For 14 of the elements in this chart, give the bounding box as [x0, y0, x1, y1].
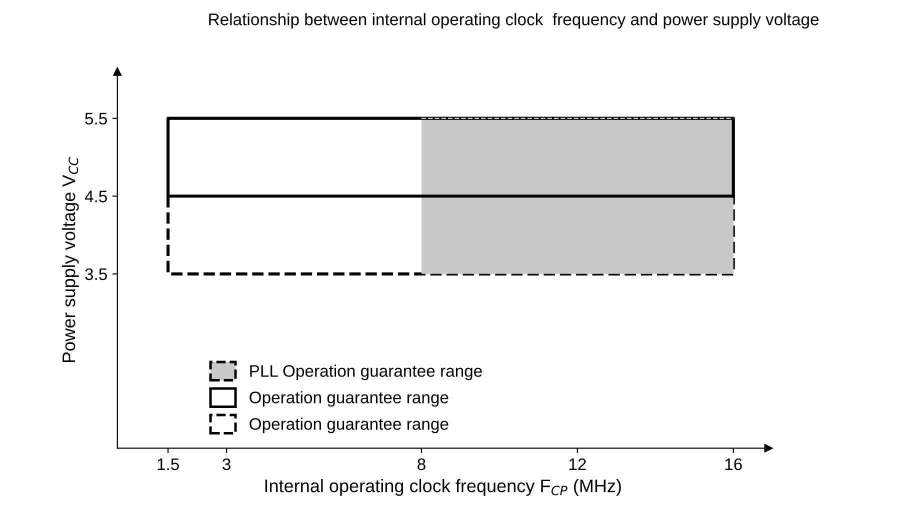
y-tick-label: 5.5: [85, 112, 107, 125]
x-tick-label: 1.5: [158, 458, 179, 470]
y-tick-label: 4.5: [84, 190, 107, 202]
chart-title: Relationship between internal operating clock frequency and power supply voltage: [209, 13, 819, 29]
x-tick-label: 12: [569, 458, 586, 470]
legend-label: PLL Operation guarantee range: [250, 364, 482, 380]
x-tick-label: 3: [222, 458, 230, 470]
y-axis-title: Power supply voltage V$_{CC}$: [62, 157, 79, 362]
legend-label: Operation guarantee range: [250, 418, 448, 434]
x-tick-label: 16: [725, 458, 742, 470]
x-tick-label: 8: [418, 458, 426, 470]
legend-label: Operation guarantee range: [250, 391, 448, 407]
y-tick-label: 3.5: [85, 268, 107, 280]
x-axis-title: Internal operating clock frequency F$_{CP}$ (MHz): [265, 479, 621, 496]
